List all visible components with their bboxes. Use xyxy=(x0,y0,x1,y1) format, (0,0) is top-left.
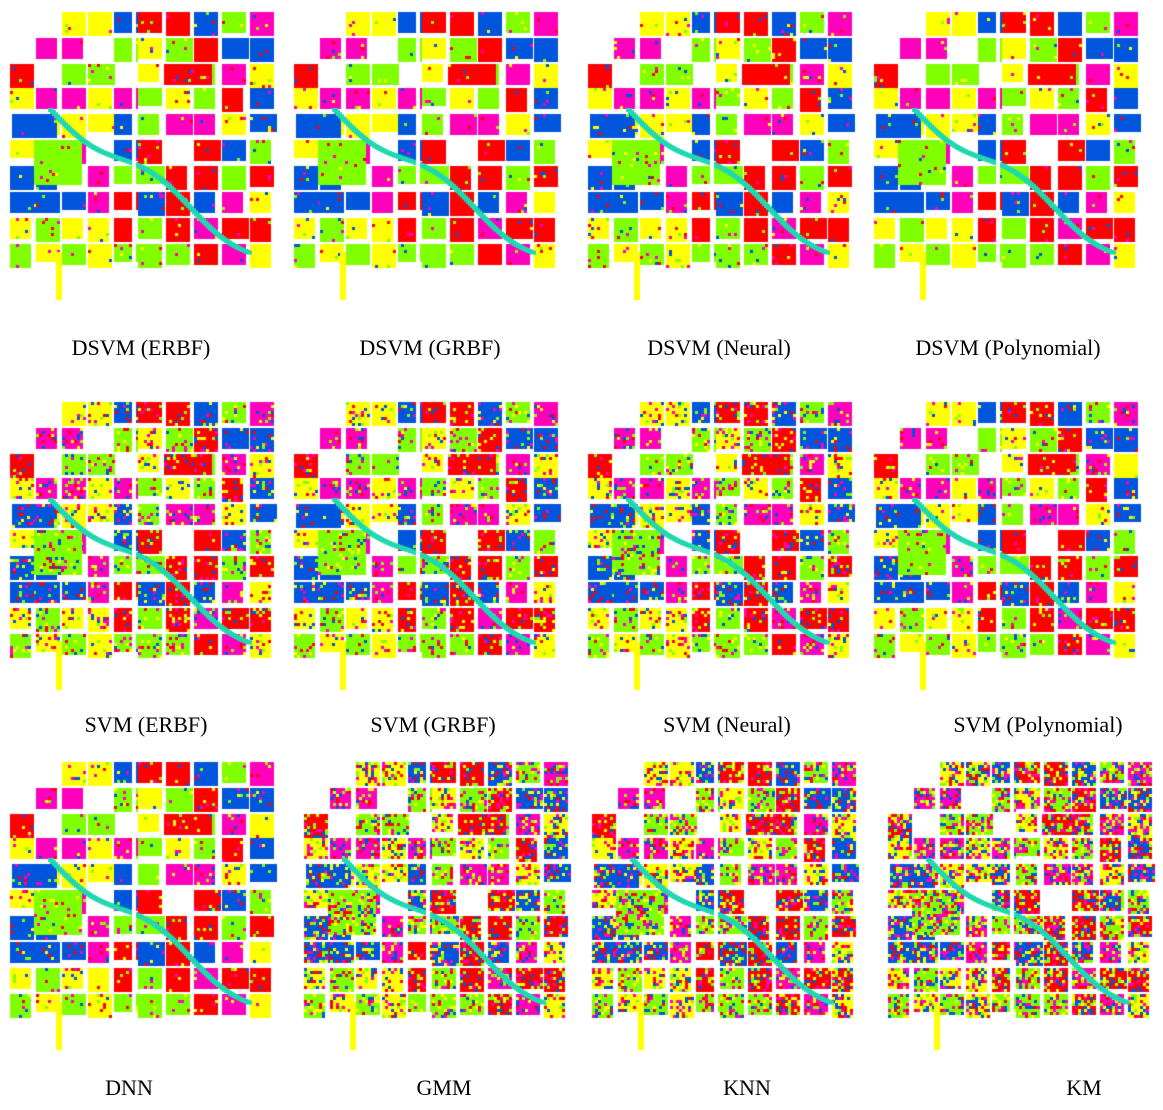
caption-dnn: DNN xyxy=(105,1075,153,1100)
caption-dsvm-polynomial: DSVM (Polynomial) xyxy=(915,335,1101,360)
caption-dsvm-erbf: DSVM (ERBF) xyxy=(71,335,211,360)
caption-dsvm-neural: DSVM (Neural) xyxy=(647,335,791,360)
caption-svm-grbf: SVM (GRBF) xyxy=(370,712,496,737)
map-dsvm-erbf xyxy=(8,8,278,308)
map-svm-neural xyxy=(586,398,856,698)
map-dsvm-grbf xyxy=(292,8,562,308)
map-svm-erbf xyxy=(8,398,278,698)
caption-svm-polynomial: SVM (Polynomial) xyxy=(953,712,1123,737)
caption-svm-erbf: SVM (ERBF) xyxy=(84,712,208,737)
map-svm-polynomial xyxy=(872,398,1142,698)
caption-gmm: GMM xyxy=(416,1075,472,1100)
map-dsvm-polynomial xyxy=(872,8,1142,308)
map-svm-grbf xyxy=(292,398,562,698)
map-gmm xyxy=(302,758,572,1058)
caption-km: KM xyxy=(1066,1075,1102,1100)
caption-svm-neural: SVM (Neural) xyxy=(663,712,791,737)
map-dnn xyxy=(8,758,278,1058)
map-knn xyxy=(590,758,860,1058)
caption-knn: KNN xyxy=(723,1075,771,1100)
caption-dsvm-grbf: DSVM (GRBF) xyxy=(359,335,501,360)
map-dsvm-neural xyxy=(586,8,856,308)
map-km xyxy=(886,758,1156,1058)
